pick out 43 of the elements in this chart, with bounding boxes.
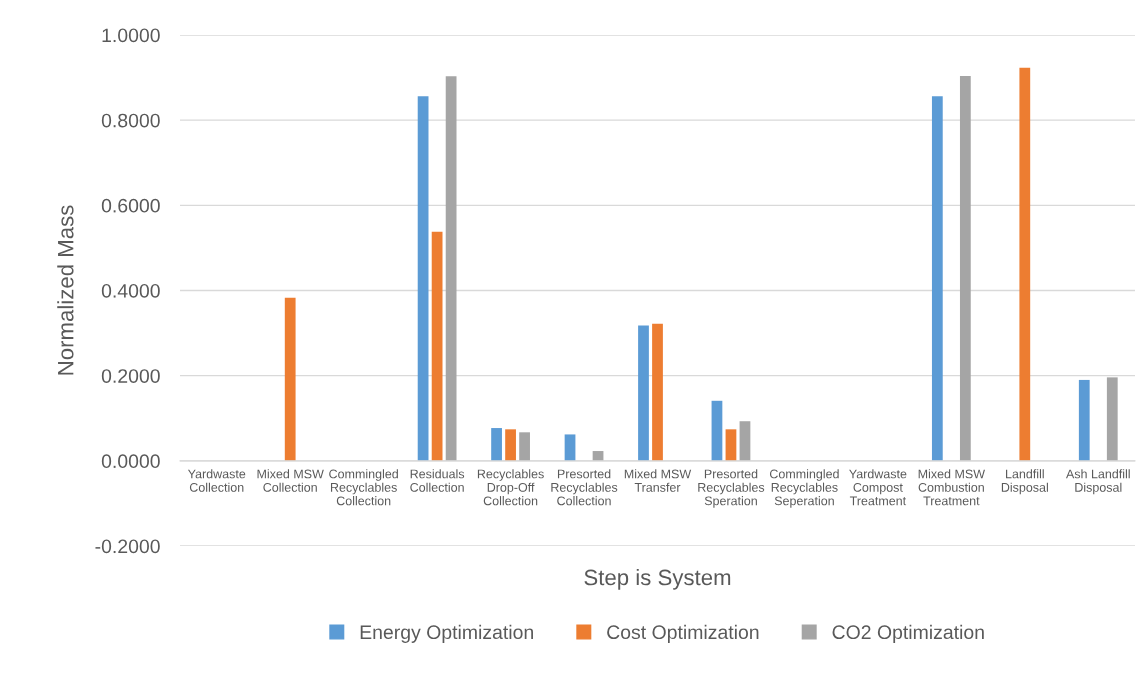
bar bbox=[417, 96, 429, 461]
x-tick-label: Commingled Recyclables Collection bbox=[329, 469, 398, 506]
y-axis-title: Normalized Mass bbox=[57, 205, 74, 375]
bar bbox=[1078, 379, 1090, 461]
x-tick-label: Ash Landfill Disposal bbox=[1065, 469, 1130, 495]
y-tick-label: -0.2000 bbox=[95, 539, 160, 554]
x-tick-label: Residuals Collection bbox=[410, 469, 465, 492]
x-tick-label: Presorted Recyclables Speration bbox=[698, 469, 765, 508]
y-tick-label: 0.4000 bbox=[101, 283, 160, 298]
bar bbox=[564, 434, 576, 461]
x-tick-label: Yardwaste Compost Treatment bbox=[849, 469, 907, 506]
x-tick-label: Commingled Recyclables Seperation bbox=[769, 469, 839, 508]
bar bbox=[445, 76, 457, 461]
bar bbox=[711, 400, 723, 461]
bar bbox=[1106, 377, 1118, 461]
bar bbox=[431, 231, 443, 461]
bar bbox=[491, 428, 502, 461]
x-tick-label: Recyclables Drop-Off Collection bbox=[477, 469, 544, 506]
bar bbox=[284, 297, 296, 461]
bar bbox=[652, 323, 663, 461]
bar bbox=[505, 429, 516, 461]
x-axis-title: Step is System bbox=[584, 568, 731, 590]
x-tick-label: Mixed MSW Collection bbox=[257, 469, 324, 492]
bar bbox=[959, 75, 971, 461]
bar bbox=[519, 432, 530, 461]
y-tick-label: 1.0000 bbox=[102, 28, 160, 43]
legend-label: CO2 Optimization bbox=[832, 624, 984, 643]
bar bbox=[725, 429, 737, 461]
x-tick-label: Landfill Disposal bbox=[1001, 469, 1048, 495]
bar bbox=[1019, 67, 1031, 461]
y-tick-label: 0.2000 bbox=[101, 369, 160, 383]
bar bbox=[638, 325, 649, 461]
bar bbox=[931, 96, 943, 461]
x-tick-label: Yardwaste Collection bbox=[187, 469, 246, 492]
y-tick-label: 0.8000 bbox=[101, 113, 160, 128]
legend-label: Cost Optimization bbox=[607, 624, 759, 643]
x-tick-label: Mixed MSW Transfer bbox=[624, 469, 692, 492]
x-tick-label: Presorted Recyclables Collection bbox=[551, 469, 618, 506]
y-tick-label: 0.0000 bbox=[101, 454, 160, 469]
x-tick-label: Mixed MSW Combustion Treatment bbox=[918, 469, 985, 506]
y-tick-label: 0.6000 bbox=[101, 198, 160, 213]
legend-label: Energy Optimization bbox=[360, 624, 533, 643]
bar bbox=[739, 421, 751, 461]
